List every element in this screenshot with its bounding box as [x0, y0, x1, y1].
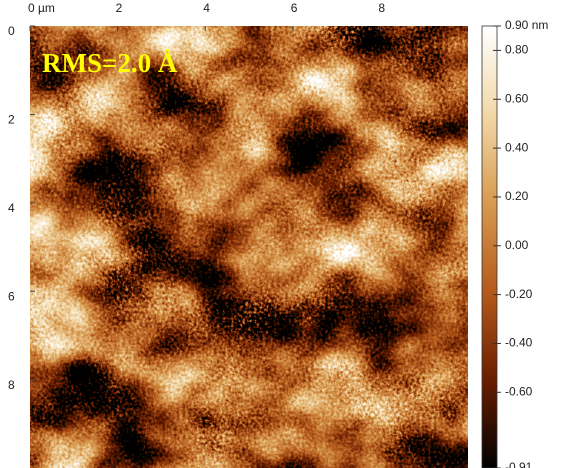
x-tick-label: 6: [291, 1, 298, 15]
colorbar-label: -0.60: [505, 384, 533, 398]
rms-annotation: RMS=2.0 Å: [42, 48, 178, 78]
y-tick-label: 8: [8, 378, 15, 392]
colorbar-label: -0.91: [505, 460, 533, 468]
x-tick-label: 4: [203, 1, 210, 15]
y-tick-label: 0: [8, 24, 15, 38]
y-tick-label: 6: [8, 289, 15, 303]
colorbar-label: -0.20: [505, 287, 533, 301]
x-tick-label: 0 µm: [28, 1, 55, 15]
colorbar-label: 0.90 nm: [505, 18, 548, 32]
y-tick-label: 2: [8, 113, 15, 127]
x-tick-label: 2: [116, 1, 123, 15]
x-tick-label: 8: [378, 1, 385, 15]
colorbar: [481, 25, 498, 468]
y-tick-label: 4: [8, 201, 15, 215]
afm-image: [30, 26, 468, 468]
colorbar-label: 0.20: [505, 189, 529, 203]
colorbar-label: -0.40: [505, 336, 533, 350]
colorbar-label: 0.60: [505, 91, 529, 105]
colorbar-label: 0.00: [505, 238, 529, 252]
colorbar-label: 0.80: [505, 43, 529, 57]
colorbar-label: 0.40: [505, 140, 529, 154]
